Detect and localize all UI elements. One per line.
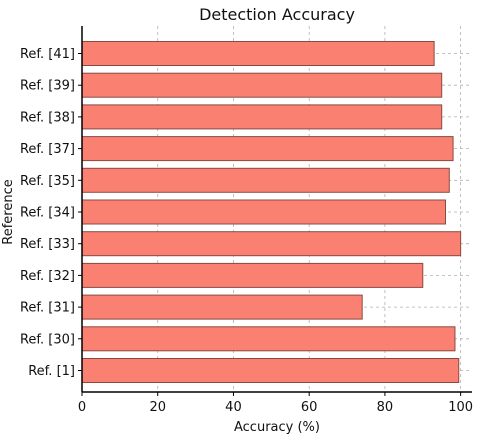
y-tick-label: Ref. [32] bbox=[20, 269, 75, 284]
chart-title: Detection Accuracy bbox=[199, 5, 355, 24]
y-tick-label: Ref. [34] bbox=[20, 206, 75, 221]
y-tick-label: Ref. [33] bbox=[20, 237, 75, 252]
y-tick-label: Ref. [41] bbox=[20, 47, 75, 62]
x-tick-label: 80 bbox=[377, 400, 394, 415]
tick-labels: 0 20 40 60 80 100 Ref. [41] Ref. [39] Ref. [38] R… bbox=[20, 47, 473, 415]
x-tick-label: 60 bbox=[301, 400, 318, 415]
bar-5 bbox=[81, 199, 446, 225]
x-tick-label: 20 bbox=[149, 400, 166, 415]
y-tick-label: Ref. [39] bbox=[20, 79, 75, 94]
x-tick-label: 40 bbox=[225, 400, 242, 415]
bar-3 bbox=[81, 136, 454, 162]
x-axis-label: Accuracy (%) bbox=[234, 420, 320, 435]
axes bbox=[78, 26, 472, 396]
y-tick-label: Ref. [38] bbox=[20, 110, 75, 125]
y-axis-label: Reference bbox=[1, 179, 16, 244]
y-tick-label: Ref. [30] bbox=[20, 332, 75, 347]
bar-2 bbox=[81, 104, 443, 130]
y-tick-label: Ref. [31] bbox=[20, 301, 75, 316]
bar-0 bbox=[81, 41, 435, 66]
x-tick-label: 0 bbox=[78, 400, 86, 415]
bar-8 bbox=[81, 294, 363, 320]
x-tick-label: 100 bbox=[448, 400, 473, 415]
y-tick-label: Ref. [37] bbox=[20, 142, 75, 157]
y-tick-label: Ref. [35] bbox=[20, 174, 75, 189]
bar-4 bbox=[81, 167, 450, 193]
bar-10 bbox=[81, 358, 460, 383]
bars bbox=[81, 41, 462, 383]
y-tick-label: Ref. [1] bbox=[28, 364, 75, 379]
bar-1 bbox=[81, 72, 443, 98]
bar-6 bbox=[81, 231, 462, 257]
bar-9 bbox=[81, 326, 456, 352]
bar-7 bbox=[81, 262, 424, 288]
